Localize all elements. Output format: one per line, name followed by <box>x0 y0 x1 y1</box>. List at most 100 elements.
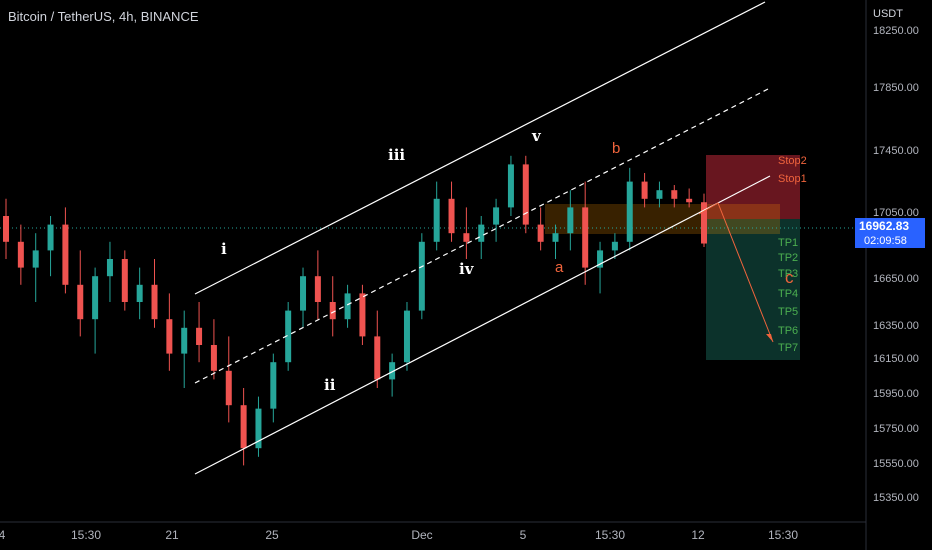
wave-label-c: c <box>785 268 794 287</box>
candle-body <box>121 259 128 302</box>
candle-body <box>270 362 277 409</box>
candle-body <box>656 190 663 199</box>
target-zone <box>706 219 800 360</box>
x-axis-ticks: 4 15:30 21 25 Dec 5 15:30 12 15:30 <box>0 528 798 542</box>
channel-upper-line <box>194 1 766 295</box>
candle-body <box>196 327 203 345</box>
y-tick-label: 16350.00 <box>873 320 919 332</box>
candle-body <box>567 207 574 234</box>
projection-arrowhead <box>766 334 773 342</box>
chart-title: Bitcoin / TetherUS, 4h, BINANCE <box>8 9 199 24</box>
y-tick-label: 17450.00 <box>873 145 919 157</box>
candle-body <box>611 241 618 251</box>
y-tick-label: 15350.00 <box>873 492 919 504</box>
candle-body <box>448 198 455 234</box>
candle-body <box>389 362 396 380</box>
candle-body <box>32 250 39 268</box>
candle-body <box>181 327 188 354</box>
candle-body <box>403 310 410 363</box>
y-tick-label: 15550.00 <box>873 458 919 470</box>
tp7-label: TP7 <box>778 342 798 354</box>
projection-path <box>698 202 774 343</box>
candle-body <box>701 202 707 244</box>
candle-body <box>329 302 336 320</box>
candlestick-series <box>3 155 707 466</box>
candle-body <box>478 224 485 242</box>
candle-body <box>225 370 232 406</box>
channel-lower-line <box>194 175 771 475</box>
horizontal-zone <box>545 204 780 234</box>
candle-body <box>17 241 24 268</box>
candle-body <box>210 345 217 371</box>
candle-body <box>537 224 544 242</box>
y-tick-label: 16150.00 <box>873 353 919 365</box>
stop-zone <box>706 155 800 219</box>
candle-body <box>671 190 678 199</box>
candle-body <box>240 405 247 449</box>
stop2-label: Stop2 <box>778 155 807 167</box>
candle-body <box>418 241 425 311</box>
wave-label-v: v <box>531 127 542 145</box>
wave-label-ii: ii <box>324 376 336 394</box>
candle-body <box>463 233 470 242</box>
candle-body <box>166 319 173 354</box>
wave-label-b: b <box>612 140 620 157</box>
candle-body <box>626 181 633 242</box>
candle-body <box>151 284 158 320</box>
tp2-label: TP2 <box>778 252 798 264</box>
candle-body <box>641 181 648 199</box>
tp4-label: TP4 <box>778 288 798 300</box>
tp1-label: TP1 <box>778 237 798 249</box>
wave-label-a: a <box>555 259 564 276</box>
candle-body <box>582 207 589 268</box>
x-tick-label: 15:30 <box>768 528 798 542</box>
price-axis-unit: USDT <box>873 8 903 20</box>
price-badge-countdown: 02:09:58 <box>864 235 907 247</box>
y-tick-label: 15950.00 <box>873 388 919 400</box>
candle-body <box>62 224 69 285</box>
x-tick-label: Dec <box>411 528 432 542</box>
wave-label-iv: iv <box>459 260 475 278</box>
wave-label-i: i <box>221 240 227 258</box>
price-badge-value: 16962.83 <box>859 219 909 233</box>
candle-body <box>374 336 381 380</box>
candle-body <box>3 216 9 242</box>
price-badge <box>855 218 925 248</box>
candle-body <box>77 284 84 320</box>
candle-body <box>344 293 351 320</box>
y-tick-label: 17050.00 <box>873 207 919 219</box>
candle-body <box>106 259 113 277</box>
candle-body <box>285 310 292 363</box>
x-tick-label: 4 <box>0 528 6 542</box>
stop1-label: Stop1 <box>778 173 807 185</box>
y-tick-label: 15750.00 <box>873 423 919 435</box>
x-tick-label: 12 <box>691 528 705 542</box>
x-tick-label: 5 <box>520 528 527 542</box>
candle-body <box>493 207 500 225</box>
candle-body <box>359 293 366 337</box>
tp5-label: TP5 <box>778 306 798 318</box>
tp6-label: TP6 <box>778 325 798 337</box>
candle-body <box>300 276 307 311</box>
candle-body <box>507 164 514 208</box>
x-tick-label: 15:30 <box>595 528 625 542</box>
candle-body <box>552 233 559 242</box>
candle-body <box>314 276 321 302</box>
candle-body <box>136 284 143 302</box>
x-tick-label: 15:30 <box>71 528 101 542</box>
wave-label-iii: iii <box>388 146 405 164</box>
y-tick-label: 17850.00 <box>873 82 919 94</box>
candle-body <box>686 198 693 203</box>
candle-body <box>597 250 604 268</box>
x-tick-label: 25 <box>265 528 279 542</box>
tp3-label: TP3 <box>778 268 798 280</box>
candle-body <box>255 408 262 449</box>
y-tick-label: 16650.00 <box>873 273 919 285</box>
candle-body <box>433 198 440 242</box>
x-tick-label: 21 <box>165 528 179 542</box>
candle-body <box>47 224 54 251</box>
candle-body <box>92 276 99 320</box>
y-axis-ticks: 18250.00 17850.00 17450.00 17050.00 16650.00… <box>873 25 919 504</box>
candle-body <box>522 164 529 225</box>
